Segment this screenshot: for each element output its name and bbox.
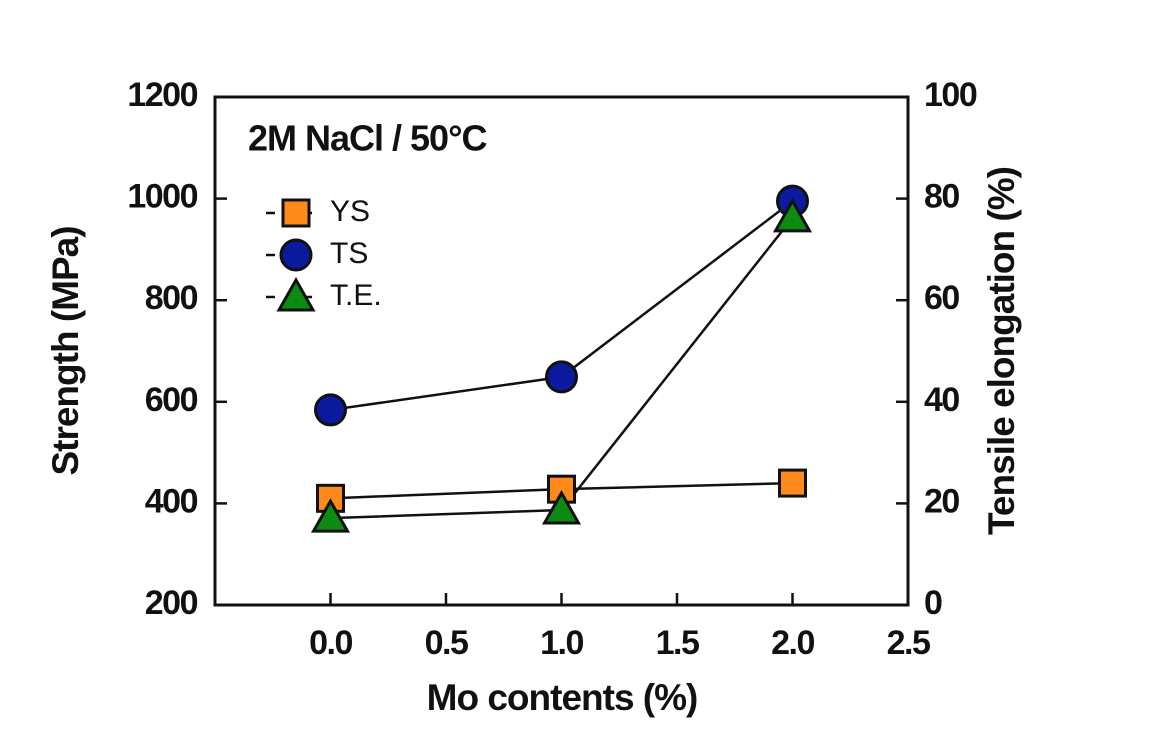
y-tick-label: 1000 — [127, 178, 197, 216]
y2-axis-label: Tensile elongation (%) — [981, 167, 1022, 535]
marker — [310, 498, 351, 533]
x-tick-label: 2.0 — [771, 624, 814, 662]
x-tick-label: 1.5 — [656, 624, 699, 662]
legend-marker — [276, 276, 316, 312]
y2-tick-label: 60 — [924, 279, 959, 317]
x-tick-label: 1.0 — [540, 624, 583, 662]
y2-tick-label: 40 — [924, 381, 959, 419]
marker — [541, 489, 582, 525]
y-tick-label: 1200 — [127, 76, 197, 114]
x-tick-label: 0.0 — [309, 624, 352, 662]
legend-label: T.E. — [330, 279, 382, 312]
x-tick-label: 2.5 — [887, 624, 930, 662]
y-tick-label: 200 — [145, 584, 198, 622]
y2-tick-label: 0 — [924, 584, 942, 622]
marker — [778, 468, 807, 498]
legend-marker — [279, 238, 313, 272]
legend-marker — [281, 198, 311, 228]
y2-tick-label: 80 — [924, 178, 959, 216]
marker — [545, 360, 578, 394]
y2-tick-label: 20 — [924, 482, 959, 520]
marker — [314, 393, 347, 427]
y2-tick-label: 100 — [924, 76, 977, 114]
legend-label: TS — [330, 237, 368, 270]
y-tick-label: 600 — [145, 381, 198, 419]
x-tick-label: 0.5 — [425, 624, 468, 662]
y-tick-label: 800 — [145, 279, 198, 317]
x-axis-label: Mo contents (%) — [427, 677, 698, 718]
marker — [772, 197, 813, 233]
annotation: 2M NaCl / 50°C — [248, 118, 487, 159]
legend-label: YS — [330, 195, 370, 228]
y-axis-label: Strength (MPa) — [45, 226, 86, 475]
y-tick-label: 400 — [145, 482, 198, 520]
